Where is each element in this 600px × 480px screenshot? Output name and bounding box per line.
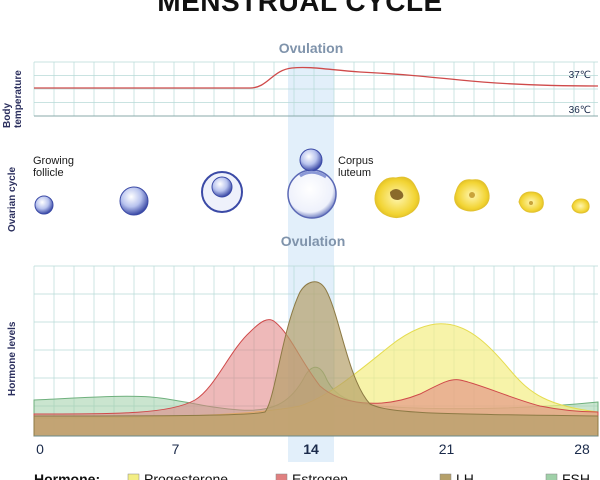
corpus-luteum-stage-3 — [518, 191, 544, 213]
corpus-luteum-stage-2 — [454, 179, 490, 212]
hormone-panel: 0 7 14 21 28 — [33, 265, 599, 457]
follicle-ovulating — [287, 148, 337, 219]
x-tick-label: 21 — [439, 441, 455, 457]
legend-swatch — [545, 473, 558, 480]
legend-item-estrogen: Estrogen — [275, 471, 348, 480]
lh-curve — [33, 281, 599, 437]
x-tick-label: 28 — [574, 441, 590, 457]
ovulation-label-top: Ovulation — [279, 40, 344, 56]
x-tick-label: 0 — [36, 441, 44, 457]
legend-label: Progesterone — [144, 471, 228, 480]
follicle-stage-2 — [119, 186, 149, 216]
legend-swatch — [275, 473, 288, 480]
legend-label: FSH — [562, 471, 590, 480]
x-tick-label: 7 — [172, 441, 180, 457]
hormone-levels-axis-label: Hormone levels — [7, 321, 18, 396]
diagram-title: MENSTRUAL CYCLE — [157, 0, 443, 17]
ovarian-cycle-axis-label: Ovarian cycle — [7, 166, 18, 232]
growing-follicle-label: Growing follicle — [33, 155, 74, 179]
x-tick-label: 14 — [303, 441, 319, 457]
legend-item-lh: LH — [439, 471, 474, 480]
legend-label: LH — [456, 471, 474, 480]
corpus-albicans — [571, 198, 590, 214]
body-temperature-axis-label: Body temperature — [2, 70, 24, 128]
ovarian-cycle-panel: Growing follicle Corpus luteum — [33, 148, 590, 249]
released-egg — [299, 148, 323, 172]
legend-item-progesterone: Progesterone — [127, 471, 228, 480]
legend-swatch — [439, 473, 452, 480]
legend-item-fsh: FSH — [545, 471, 590, 480]
follicle-stage-3 — [201, 171, 243, 213]
legend-label: Estrogen — [292, 471, 348, 480]
ovulation-label-middle: Ovulation — [281, 233, 346, 249]
tick-37c: 37℃ — [569, 70, 591, 81]
corpus-luteum-label: Corpus luteum — [338, 155, 374, 179]
follicle-stage-1 — [34, 195, 54, 215]
temperature-panel: Ovulation 37℃ 36℃ — [33, 40, 599, 117]
tick-36c: 36℃ — [569, 105, 591, 116]
legend-swatch — [127, 473, 140, 480]
legend: Hormone: Progesterone Estrogen LH FSH — [34, 471, 590, 480]
corpus-luteum-stage-1 — [374, 176, 420, 218]
x-axis-ticks: 0 7 14 21 28 — [36, 441, 590, 457]
temperature-line — [34, 66, 599, 89]
legend-title: Hormone: — [34, 471, 100, 480]
